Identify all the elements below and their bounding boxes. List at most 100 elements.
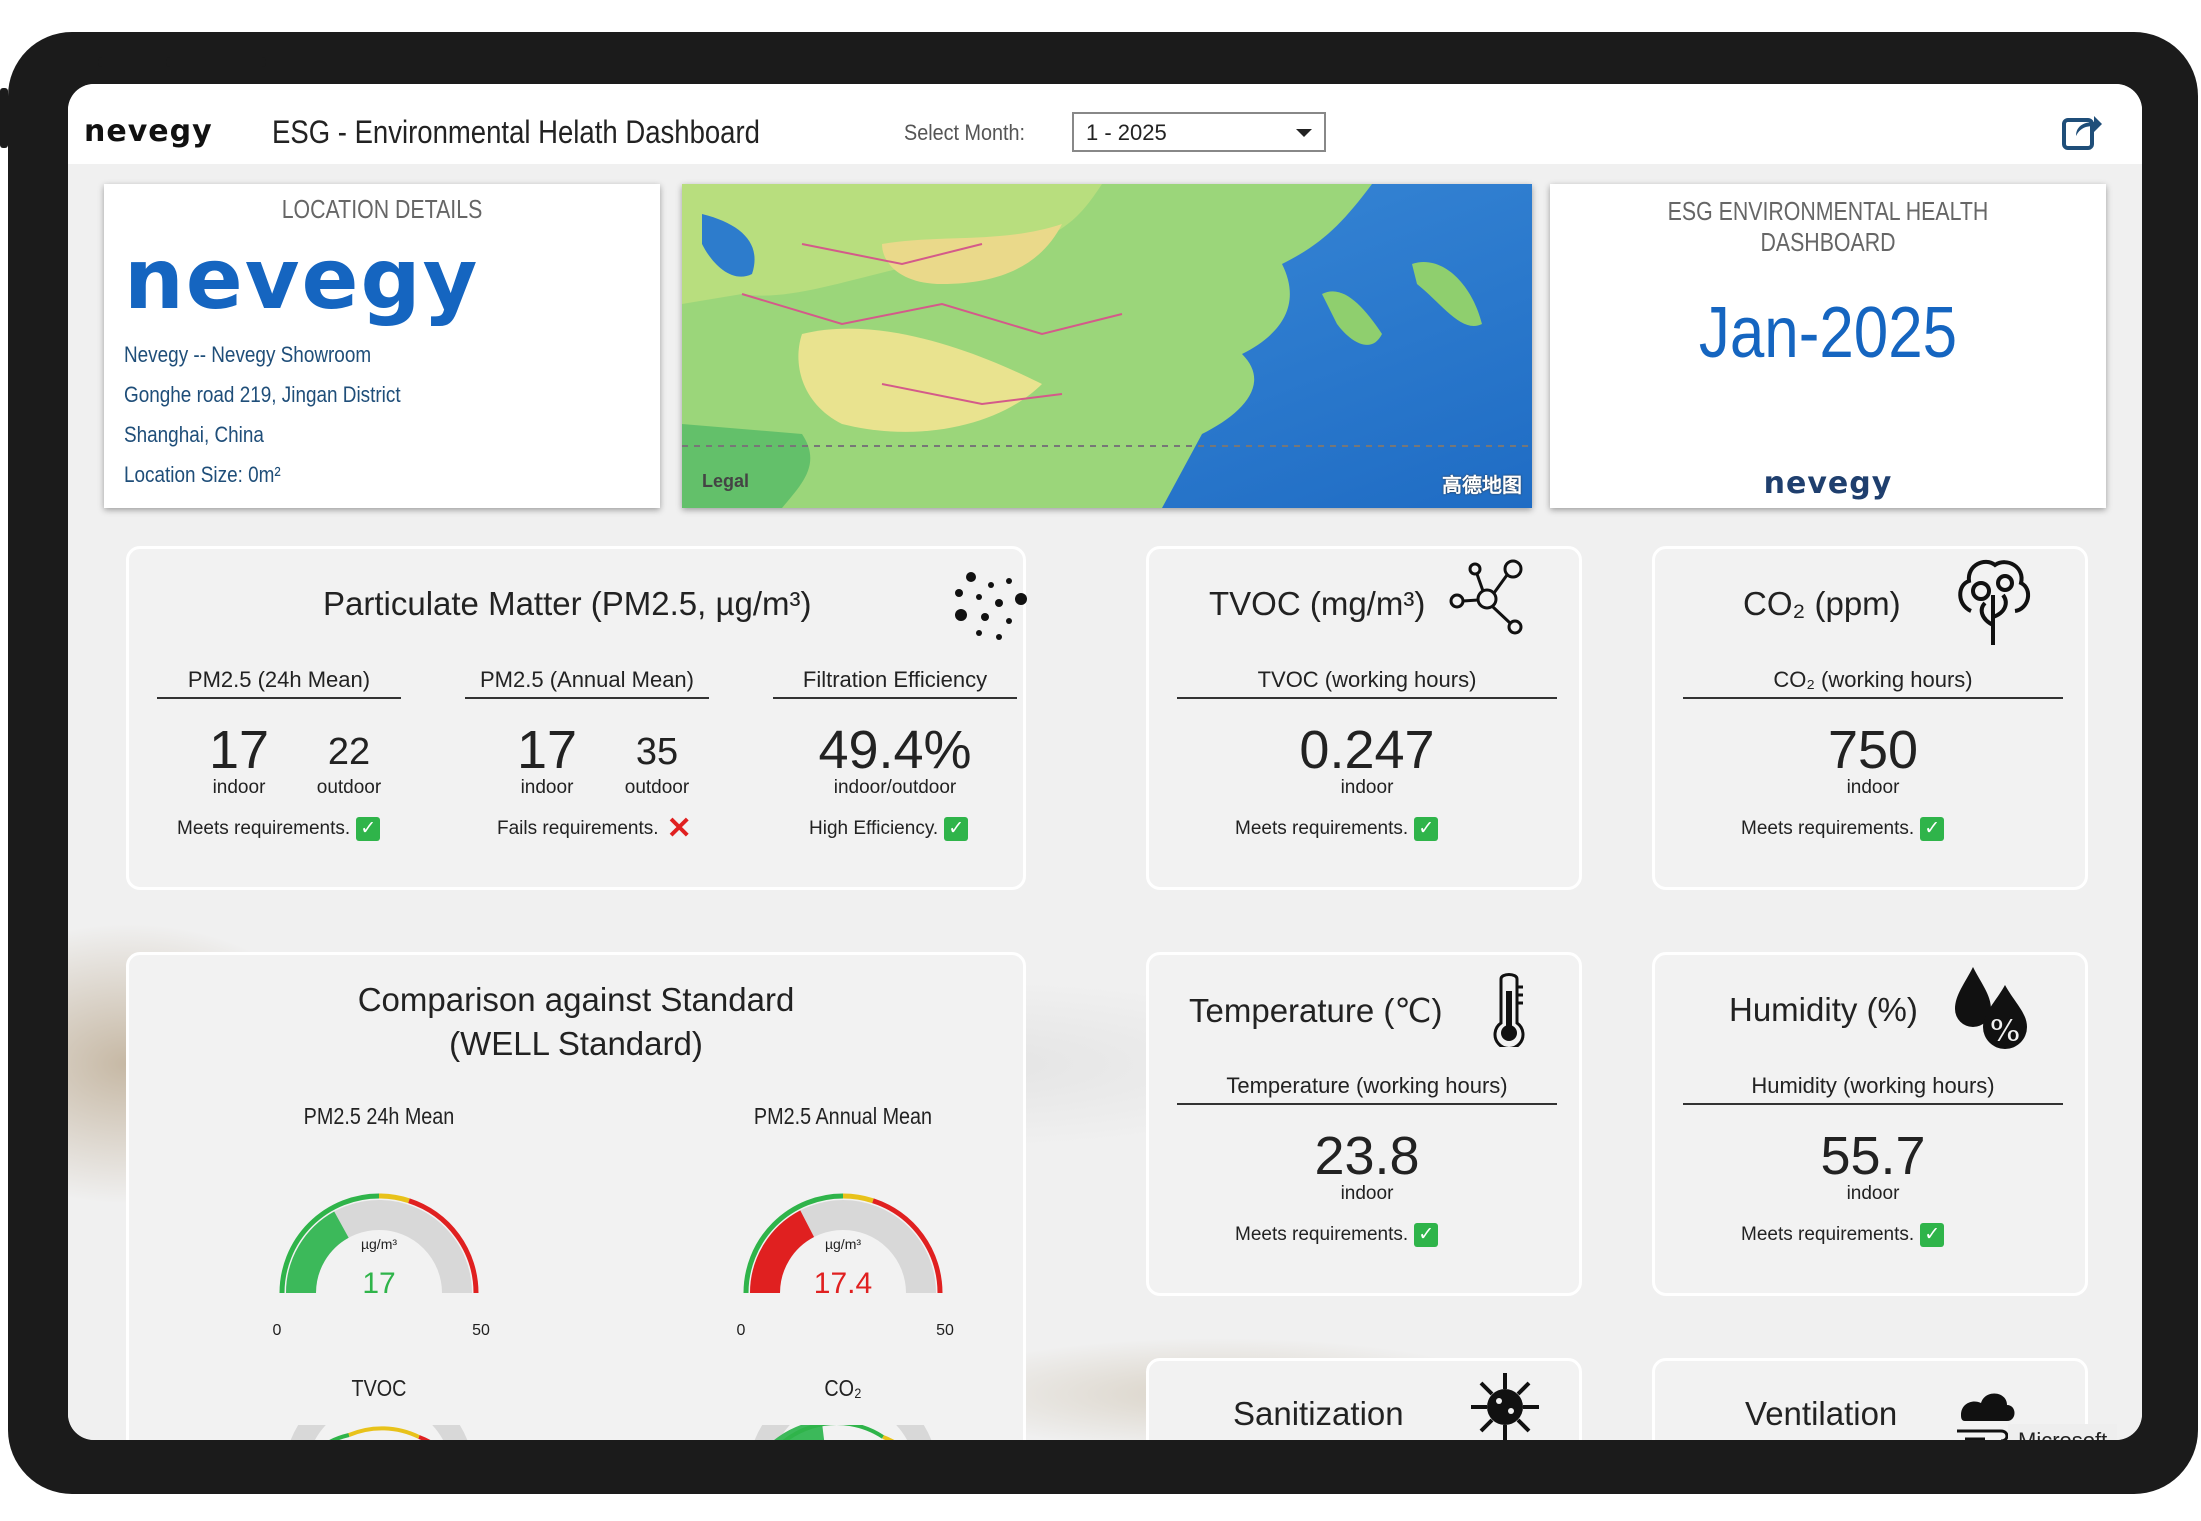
microsoft-watermark: Microsoft — [2008, 1424, 2118, 1440]
location-logo: nevegy — [124, 230, 480, 328]
humidity-title: Humidity (%) — [1729, 991, 1918, 1028]
check-icon: ✓ — [356, 817, 381, 841]
filtration-value: 49.4% — [818, 720, 972, 780]
map-legal-link[interactable]: Legal — [702, 471, 750, 491]
comparison-panel: Comparison against Standard (WELL Standa… — [126, 952, 1026, 1440]
month-label: Select Month: — [904, 120, 1026, 145]
gauge-band-green — [743, 1193, 844, 1294]
gauge-max-label: 50 — [936, 1322, 954, 1339]
gauge-min-label: 0 — [737, 1322, 746, 1339]
gauge-value: 17 — [362, 1267, 395, 1300]
temperature-value: 23.8 — [1314, 1126, 1420, 1186]
pm-panel: Particulate Matter (PM2.5, µg/m³) PM2.5 … — [126, 546, 1027, 890]
tablet-button — [98, 57, 198, 67]
tree-icon — [1958, 559, 2031, 645]
chevron-down-icon — [1296, 129, 1312, 137]
sanitization-panel: Sanitization — [1146, 1358, 1582, 1440]
location-map[interactable]: Legal 高德地图 — [682, 184, 1532, 508]
location-title: LOCATION DETAILS — [281, 194, 483, 224]
pm-annual-status: Fails requirements. ✕ — [497, 814, 692, 844]
virus-icon — [1471, 1373, 1539, 1440]
pm-annual-status-text: Fails requirements. — [497, 818, 659, 840]
filtration-status: High Efficiency. ✓ — [809, 817, 969, 841]
dashboard-screen: nevegy ESG - Environmental Helath Dashbo… — [68, 84, 2142, 1440]
gauge-tvoc-partial — [290, 1425, 468, 1440]
tvoc-label: indoor — [1340, 777, 1394, 798]
location-card: LOCATION DETAILS nevegy Nevegy -- Nevegy… — [104, 184, 660, 508]
check-icon: ✓ — [944, 817, 969, 841]
gauge-pmannual: µg/m³ 17.4 0 50 — [737, 1193, 954, 1339]
gauge-pmannual-title: PM2.5 Annual Mean — [753, 1103, 933, 1129]
particles-icon — [955, 572, 1027, 640]
temperature-panel: Temperature (℃) Temperature (working hou… — [1146, 952, 1582, 1296]
gauge-min-label: 0 — [273, 1322, 282, 1339]
gauge-band-yellow — [842, 1193, 874, 1204]
pm-annual-indoor-label: indoor — [520, 777, 574, 798]
thermometer-icon — [1493, 973, 1525, 1047]
tablet-button — [166, 57, 266, 67]
co2-title: CO₂ (ppm) — [1743, 585, 1901, 622]
pm-title: Particulate Matter (PM2.5, µg/m³) — [323, 585, 812, 622]
month-select-value: 1 - 2025 — [1086, 120, 1167, 145]
co2-status: Meets requirements. ✓ — [1741, 817, 1945, 841]
co2-panel: CO₂ (ppm) CO₂ (working hours) 750 indoor… — [1652, 546, 2088, 890]
page-title: ESG - Environmental Helath Dashboard — [272, 114, 760, 150]
esg-title: ESG ENVIRONMENTAL HEALTH DASHBOARD — [1667, 196, 1989, 257]
pm-annual-outdoor-label: outdoor — [624, 777, 690, 798]
check-icon: ✓ — [1414, 1223, 1439, 1247]
svg-text:%: % — [1990, 1014, 2020, 1049]
pm-24h-indoor: 17 — [208, 720, 270, 780]
pm-24h-status: Meets requirements. ✓ — [177, 817, 381, 841]
gauge-band-yellow — [378, 1193, 410, 1204]
co2-label: indoor — [1846, 777, 1900, 798]
humidity-label: indoor — [1846, 1183, 1900, 1204]
humidity-status-text: Meets requirements. — [1741, 1224, 1915, 1246]
co2-status-text: Meets requirements. — [1741, 818, 1915, 840]
esg-logo: nevegy — [1763, 466, 1893, 501]
gauge-band-green — [279, 1193, 380, 1294]
month-select[interactable]: 1 - 2025 — [1072, 112, 1326, 152]
map-brand-logo: 高德地图 — [1442, 475, 1522, 497]
filtration-status-text: High Efficiency. — [809, 818, 939, 840]
gauge-band-red — [872, 1198, 943, 1294]
humidity-drops-icon: % — [1955, 967, 2027, 1050]
gauge-co2-partial — [754, 1425, 932, 1440]
comparison-title: Comparison against Standard — [357, 981, 795, 1018]
map-image — [682, 184, 1532, 508]
pm-annual-outdoor: 35 — [635, 731, 679, 773]
humidity-header: Humidity (working hours) — [1683, 1073, 2063, 1105]
tablet-side-button — [0, 88, 8, 148]
tvoc-header: TVOC (working hours) — [1177, 667, 1557, 699]
temperature-title: Temperature (℃) — [1189, 992, 1443, 1029]
check-icon: ✓ — [1920, 1223, 1945, 1247]
gauge-fill — [750, 1210, 815, 1294]
pm-24h-header: PM2.5 (24h Mean) — [157, 667, 401, 699]
co2-header: CO₂ (working hours) — [1683, 667, 2063, 699]
temperature-header: Temperature (working hours) — [1177, 1073, 1557, 1105]
ventilation-title: Ventilation — [1745, 1395, 1898, 1432]
gauge-pm24: µg/m³ 17 0 50 — [273, 1193, 490, 1339]
tvoc-status: Meets requirements. ✓ — [1235, 817, 1439, 841]
gauge-unit: µg/m³ — [361, 1236, 397, 1252]
esg-date: Jan-2025 — [1698, 293, 1958, 373]
humidity-panel: Humidity (%) % Humidity (working hours) … — [1652, 952, 2088, 1296]
comparison-subtitle: (WELL Standard) — [449, 1025, 703, 1062]
humidity-status: Meets requirements. ✓ — [1741, 1223, 1945, 1247]
gauge-value: 17.4 — [814, 1267, 872, 1300]
gauge-tvoc-title: TVOC — [351, 1375, 407, 1401]
pm-annual-header: PM2.5 (Annual Mean) — [465, 667, 709, 699]
check-icon: ✓ — [1414, 817, 1439, 841]
gauge-unit: µg/m³ — [825, 1236, 861, 1252]
temperature-status-text: Meets requirements. — [1235, 1224, 1409, 1246]
ventilation-icon — [1957, 1393, 2015, 1440]
tvoc-panel: TVOC (mg/m³) TVOC (working hours) 0.247 … — [1146, 546, 1582, 890]
location-city: Shanghai, China — [124, 422, 264, 447]
tvoc-title: TVOC (mg/m³) — [1209, 585, 1426, 622]
check-icon: ✓ — [1920, 817, 1945, 841]
location-size: Location Size: 0m² — [124, 462, 281, 487]
share-icon[interactable] — [2060, 108, 2104, 152]
pm-24h-status-text: Meets requirements. — [177, 818, 351, 840]
temperature-status: Meets requirements. ✓ — [1235, 1223, 1439, 1247]
pm-24h-indoor-label: indoor — [212, 777, 266, 798]
tvoc-value: 0.247 — [1299, 720, 1435, 780]
